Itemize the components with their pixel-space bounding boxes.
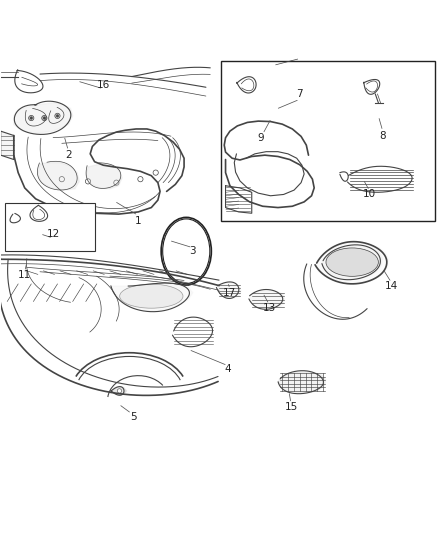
- Circle shape: [114, 180, 119, 185]
- Circle shape: [245, 82, 252, 88]
- Text: 7: 7: [297, 89, 303, 99]
- Circle shape: [43, 117, 46, 119]
- Text: 3: 3: [190, 246, 196, 256]
- Circle shape: [59, 176, 64, 182]
- Circle shape: [34, 215, 37, 218]
- Circle shape: [30, 117, 32, 119]
- Text: 1: 1: [135, 216, 141, 225]
- Text: 14: 14: [385, 281, 398, 291]
- Circle shape: [28, 116, 34, 120]
- Polygon shape: [30, 207, 48, 223]
- Polygon shape: [340, 171, 348, 181]
- Circle shape: [153, 170, 158, 175]
- Polygon shape: [112, 386, 127, 395]
- Circle shape: [55, 113, 60, 118]
- Polygon shape: [86, 164, 122, 189]
- Text: 11: 11: [18, 270, 32, 280]
- Text: 9: 9: [257, 133, 264, 143]
- Polygon shape: [226, 185, 252, 213]
- Text: 5: 5: [131, 412, 137, 422]
- Circle shape: [85, 179, 91, 184]
- Circle shape: [56, 115, 59, 117]
- Ellipse shape: [326, 248, 378, 276]
- Text: 13: 13: [263, 303, 276, 313]
- Ellipse shape: [240, 154, 299, 193]
- Polygon shape: [218, 282, 241, 298]
- Text: 4: 4: [224, 364, 231, 374]
- Polygon shape: [321, 246, 382, 279]
- Ellipse shape: [120, 284, 183, 308]
- Circle shape: [40, 213, 44, 217]
- Polygon shape: [1, 131, 14, 159]
- Text: 17: 17: [223, 288, 237, 298]
- Bar: [221, 61, 435, 221]
- Polygon shape: [11, 214, 20, 224]
- Ellipse shape: [247, 162, 285, 188]
- Polygon shape: [348, 167, 415, 191]
- Polygon shape: [14, 103, 73, 133]
- Polygon shape: [278, 372, 325, 393]
- Text: 8: 8: [379, 131, 386, 141]
- Polygon shape: [239, 77, 258, 93]
- Polygon shape: [364, 79, 381, 94]
- Polygon shape: [38, 163, 79, 190]
- Text: 10: 10: [363, 189, 376, 199]
- Text: 16: 16: [97, 80, 110, 90]
- Polygon shape: [315, 243, 389, 282]
- Circle shape: [117, 389, 122, 393]
- Text: 12: 12: [46, 229, 60, 239]
- Circle shape: [42, 116, 47, 120]
- Polygon shape: [251, 291, 285, 308]
- Polygon shape: [110, 284, 193, 311]
- Text: 2: 2: [65, 150, 72, 160]
- Text: 15: 15: [284, 402, 298, 412]
- Circle shape: [12, 216, 18, 222]
- Circle shape: [138, 176, 143, 182]
- Polygon shape: [224, 121, 314, 207]
- Bar: [5, 203, 95, 251]
